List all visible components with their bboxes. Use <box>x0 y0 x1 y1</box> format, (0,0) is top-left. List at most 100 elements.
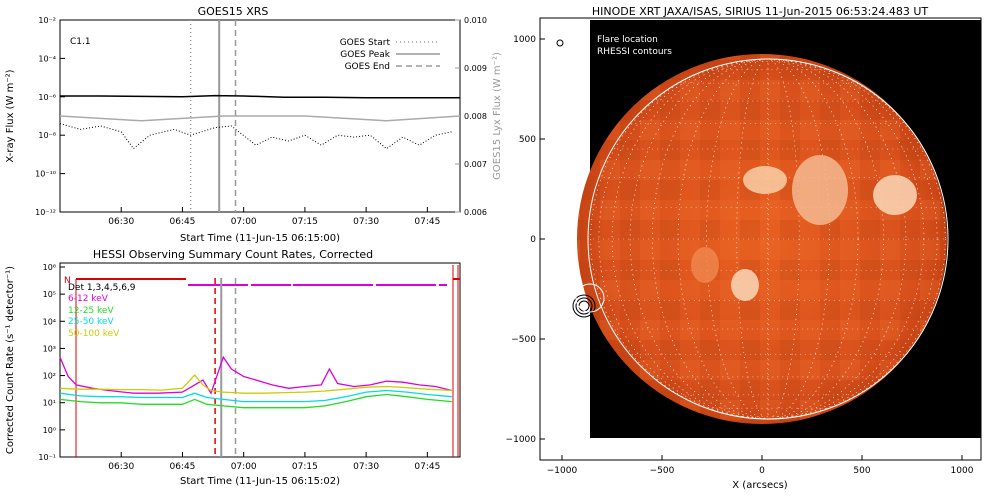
grid-meridian-12 <box>651 58 885 420</box>
goes-x-ticks: 06:30 06:45 07:00 07:15 07:30 07:45 <box>108 207 440 227</box>
hessi-panel: HESSI Observing Summary Count Rates, Cor… <box>5 248 461 487</box>
legend-rhessi-contours: RHESSI contours <box>597 47 672 57</box>
grid-meridian-15 <box>598 58 938 420</box>
hessi-event-lines <box>214 278 237 457</box>
xrt-y-tick-label-3: −500 <box>511 335 536 345</box>
hessi-legend: Det 1,3,4,5,6,9 6-12 keV 12-25 keV 25-50… <box>68 283 136 339</box>
legend-25-50: 25-50 keV <box>68 317 114 327</box>
xrt-y-tick-label-0: 1000 <box>513 35 536 45</box>
hessi-y-tick-label-0: 10⁶ <box>43 263 56 272</box>
legend-50-100: 50-100 keV <box>68 329 120 339</box>
goes-y-tick-label-3: 10⁻⁸ <box>38 131 56 140</box>
goes-y-tick-label-5: 10⁻¹² <box>35 208 56 217</box>
xrt-x-tick-label-3: 500 <box>853 466 870 476</box>
legend-flare-symbol <box>556 39 564 47</box>
flare-contours <box>572 283 605 318</box>
hessi-y-ticks: 10⁶ 10⁵ 10⁴ 10³ 10² 10¹ 10⁰ 10⁻¹ <box>38 263 65 462</box>
hessi-series-3 <box>59 374 452 394</box>
hessi-ylabel: Corrected Count Rate (s⁻¹ detector⁻¹) <box>5 266 16 454</box>
hessi-y-tick-label-7: 10⁻¹ <box>38 453 56 462</box>
night-flag: N <box>64 276 71 286</box>
goes-xlabel: Start Time (11-Jun-15 06:15:00) <box>180 233 340 244</box>
goes-ylabel: X-ray Flux (W m⁻²) <box>5 69 16 162</box>
hessi-x-tick-label-1: 06:45 <box>169 462 195 472</box>
hessi-series-2 <box>59 389 452 403</box>
goes-y-tick-label-4: 10⁻¹⁰ <box>35 170 56 179</box>
goes-y2-tick-label-1: 0.009 <box>464 64 487 73</box>
hessi-y-tick-label-2: 10⁴ <box>43 317 56 326</box>
hessi-series-0 <box>59 355 452 395</box>
hessi-y-tick-label-3: 10³ <box>43 344 56 353</box>
bright-region-5 <box>691 247 719 283</box>
xrt-panel: HINODE XRT JAXA/ISAS, SIRIUS 11-Jun-2015… <box>506 5 982 491</box>
hessi-plot-frame <box>59 262 461 458</box>
bright-region-1 <box>743 166 787 194</box>
hessi-y-tick-label-5: 10¹ <box>43 399 56 408</box>
goes-series-0 <box>60 94 460 99</box>
goes-legend-label-0: GOES Start <box>340 38 391 48</box>
hessi-series-1 <box>59 393 452 409</box>
goes-panel: GOES15 XRS 06:30 06:45 07:00 07:15 07:30 07:4… <box>5 5 503 244</box>
hessi-x-tick-label-5: 07:45 <box>414 462 440 472</box>
hessi-x-tick-label-4: 07:30 <box>353 462 379 472</box>
xrt-x-tick-label-0: −1000 <box>547 466 578 476</box>
heliographic-grid <box>588 58 948 420</box>
hessi-x-ticks: 06:30 06:45 07:00 07:15 07:30 07:45 <box>108 452 440 472</box>
goes-flare-class: C1.1 <box>70 37 91 47</box>
goes-legend: GOES Start GOES Peak GOES End <box>340 38 440 72</box>
contour-2 <box>575 297 593 315</box>
goes-legend-label-1: GOES Peak <box>340 50 390 60</box>
goes-x-tick-label-3: 07:15 <box>292 217 318 227</box>
goes-x-tick-label-1: 06:45 <box>169 217 195 227</box>
hessi-series <box>59 355 452 409</box>
goes-x-tick-label-5: 07:45 <box>414 217 440 227</box>
xrt-x-ticks: −1000 −500 0 500 1000 <box>547 455 974 476</box>
goes-y2-tick-label-2: 0.008 <box>464 112 487 121</box>
xrt-legend: Flare location RHESSI contours <box>556 35 672 57</box>
goes-y-tick-label-2: 10⁻⁶ <box>38 93 56 102</box>
xrt-x-tick-label-4: 1000 <box>951 466 974 476</box>
goes-y2-tick-label-4: 0.006 <box>464 208 487 217</box>
legend-flare-location: Flare location <box>597 35 658 45</box>
goes-y-tick-label-0: 10⁻² <box>38 16 56 25</box>
solar-disk-texture <box>577 54 947 424</box>
bright-region-4 <box>731 269 759 301</box>
legend-12-25: 12-25 keV <box>68 306 114 316</box>
xrt-image <box>572 20 981 438</box>
xrt-xlabel: X (arcsecs) <box>732 480 788 491</box>
goes-series <box>59 94 461 150</box>
hessi-x-tick-label-2: 07:00 <box>231 462 257 472</box>
xrt-y-tick-label-1: 500 <box>519 135 536 145</box>
goes-title: GOES15 XRS <box>198 5 269 18</box>
hessi-x-tick-label-0: 06:30 <box>108 462 134 472</box>
legend-6-12: 6-12 keV <box>68 294 109 304</box>
xrt-x-tick-label-2: 0 <box>759 466 765 476</box>
xrt-y-ticks: 1000 500 0 −500 −1000 <box>506 35 545 445</box>
hessi-attenuator-flags: N <box>64 265 460 457</box>
hessi-x-tick-label-3: 07:15 <box>292 462 318 472</box>
bright-region-2 <box>792 155 848 225</box>
xrt-y-tick-label-2: 0 <box>530 235 536 245</box>
goes-y-tick-label-1: 10⁻⁴ <box>38 54 56 63</box>
goes-y-ticks: 10⁻² 10⁻⁴ 10⁻⁶ 10⁻⁸ 10⁻¹⁰ 10⁻¹² <box>35 16 65 217</box>
hessi-title: HESSI Observing Summary Count Rates, Cor… <box>93 248 373 261</box>
xrt-title: HINODE XRT JAXA/ISAS, SIRIUS 11-Jun-2015… <box>592 5 929 18</box>
goes-series-2 <box>59 123 452 150</box>
goes-x-tick-label-4: 07:30 <box>353 217 379 227</box>
goes-x-tick-label-2: 07:00 <box>231 217 257 227</box>
flare-location-marker <box>575 283 605 313</box>
hessi-y-tick-label-4: 10² <box>43 372 56 381</box>
grid-meridian-16 <box>590 58 946 420</box>
active-regions <box>691 155 917 301</box>
hessi-y-tick-label-6: 10⁰ <box>43 426 56 435</box>
legend-detectors: Det 1,3,4,5,6,9 <box>68 283 136 293</box>
grid-meridian-11 <box>677 58 859 420</box>
goes-y2-tick-label-0: 0.010 <box>464 16 487 25</box>
contour-3 <box>572 294 596 318</box>
xrt-y-tick-label-4: −1000 <box>506 435 537 445</box>
hessi-xlabel: Start Time (11-Jun-15 06:15:02) <box>180 476 340 487</box>
bright-region-3 <box>873 175 917 215</box>
hessi-y-tick-label-1: 10⁵ <box>43 290 56 299</box>
goes-y2label: GOES15 Lyx Flux (W m⁻²) <box>492 52 503 180</box>
